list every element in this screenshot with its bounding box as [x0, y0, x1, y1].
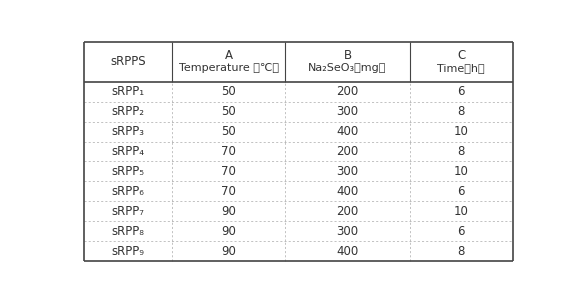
- Text: sRPP₅: sRPP₅: [111, 165, 144, 178]
- Text: 90: 90: [221, 245, 236, 258]
- Text: 6: 6: [457, 185, 465, 198]
- Text: 6: 6: [457, 225, 465, 238]
- Text: 90: 90: [221, 205, 236, 218]
- Text: 70: 70: [221, 185, 236, 198]
- Text: B: B: [343, 49, 352, 62]
- Text: C: C: [457, 49, 465, 62]
- Text: 200: 200: [336, 205, 359, 218]
- Text: 70: 70: [221, 145, 236, 158]
- Text: 10: 10: [453, 165, 469, 178]
- Text: sRPP₃: sRPP₃: [111, 125, 144, 138]
- Text: 50: 50: [221, 125, 236, 138]
- Text: sRPP₁: sRPP₁: [111, 85, 144, 98]
- Text: A: A: [225, 49, 233, 62]
- Text: 10: 10: [453, 125, 469, 138]
- Text: 70: 70: [221, 165, 236, 178]
- Text: sRPP₆: sRPP₆: [112, 185, 144, 198]
- Text: Temperature （℃）: Temperature （℃）: [179, 63, 279, 73]
- Text: sRPP₉: sRPP₉: [111, 245, 144, 258]
- Text: 8: 8: [457, 105, 465, 118]
- Text: Na₂SeO₃（mg）: Na₂SeO₃（mg）: [308, 63, 387, 73]
- Text: sRPP₇: sRPP₇: [111, 205, 144, 218]
- Text: 8: 8: [457, 145, 465, 158]
- Text: sRPP₄: sRPP₄: [111, 145, 144, 158]
- Text: 50: 50: [221, 105, 236, 118]
- Text: Time（h）: Time（h）: [437, 63, 485, 73]
- Text: 300: 300: [336, 225, 359, 238]
- Text: 6: 6: [457, 85, 465, 98]
- Text: 200: 200: [336, 85, 359, 98]
- Text: sRPPS: sRPPS: [110, 55, 146, 68]
- Text: 50: 50: [221, 85, 236, 98]
- Text: 400: 400: [336, 245, 359, 258]
- Text: 10: 10: [453, 205, 469, 218]
- Text: 200: 200: [336, 145, 359, 158]
- Text: 300: 300: [336, 165, 359, 178]
- Text: sRPP₈: sRPP₈: [112, 225, 144, 238]
- Text: 300: 300: [336, 105, 359, 118]
- Text: sRPP₂: sRPP₂: [111, 105, 144, 118]
- Text: 90: 90: [221, 225, 236, 238]
- Text: 400: 400: [336, 125, 359, 138]
- Text: 8: 8: [457, 245, 465, 258]
- Text: 400: 400: [336, 185, 359, 198]
